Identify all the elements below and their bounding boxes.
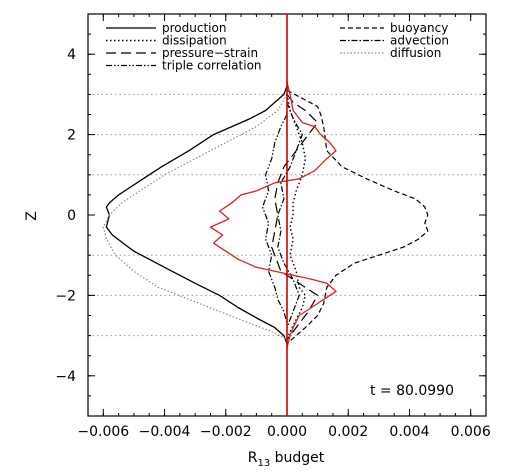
series-buoyancy (286, 89, 429, 345)
axis-ticks: −0.006 −0.004 −0.002 0.000 0.002 0.004 0.006 −4… (55, 13, 491, 440)
series-total (209, 82, 337, 348)
x-tick-label-1: −0.004 (139, 424, 191, 440)
x-tick-label-0: −0.006 (77, 424, 129, 440)
x-tick-label-2: −0.002 (200, 424, 252, 440)
legend-label-0: production (162, 21, 226, 35)
y-tick-label-3: 2 (67, 128, 76, 144)
series-diffusion (102, 94, 288, 341)
y-tick-label-0: −4 (55, 369, 76, 385)
legend-label-right-2: diffusion (390, 46, 441, 60)
x-tick-label-4: 0.002 (328, 424, 368, 440)
y-tick-label-1: −2 (55, 288, 76, 304)
legend: productiondissipationpressure−straintrip… (106, 21, 449, 73)
y-tick-label-2: 0 (67, 208, 76, 224)
x-axis-label-main: R (248, 450, 258, 466)
legend-label-right-0: buoyancy (390, 21, 448, 35)
x-tick-label-3: 0.000 (267, 424, 307, 440)
series-pressure-strain (271, 94, 319, 340)
x-axis-label-rest: budget (270, 450, 325, 466)
legend-label-2: pressure−strain (162, 46, 258, 60)
x-axis-label-subscript: 13 (257, 458, 270, 469)
legend-label-3: triple correlation (162, 59, 262, 73)
series-group (102, 82, 429, 348)
y-tick-label-4: 4 (67, 47, 76, 63)
series-advection (277, 102, 303, 328)
x-tick-label-5: 0.004 (389, 424, 429, 440)
x-axis-label: R13 budget (248, 450, 325, 469)
time-annotation: t = 80.0990 (370, 383, 454, 399)
x-tick-label-6: 0.006 (451, 424, 491, 440)
legend-label-right-1: advection (390, 34, 449, 48)
y-axis-label: Z (24, 211, 40, 221)
series-triple-correlation (261, 114, 288, 324)
series-production (105, 86, 288, 344)
legend-label-1: dissipation (162, 34, 227, 48)
